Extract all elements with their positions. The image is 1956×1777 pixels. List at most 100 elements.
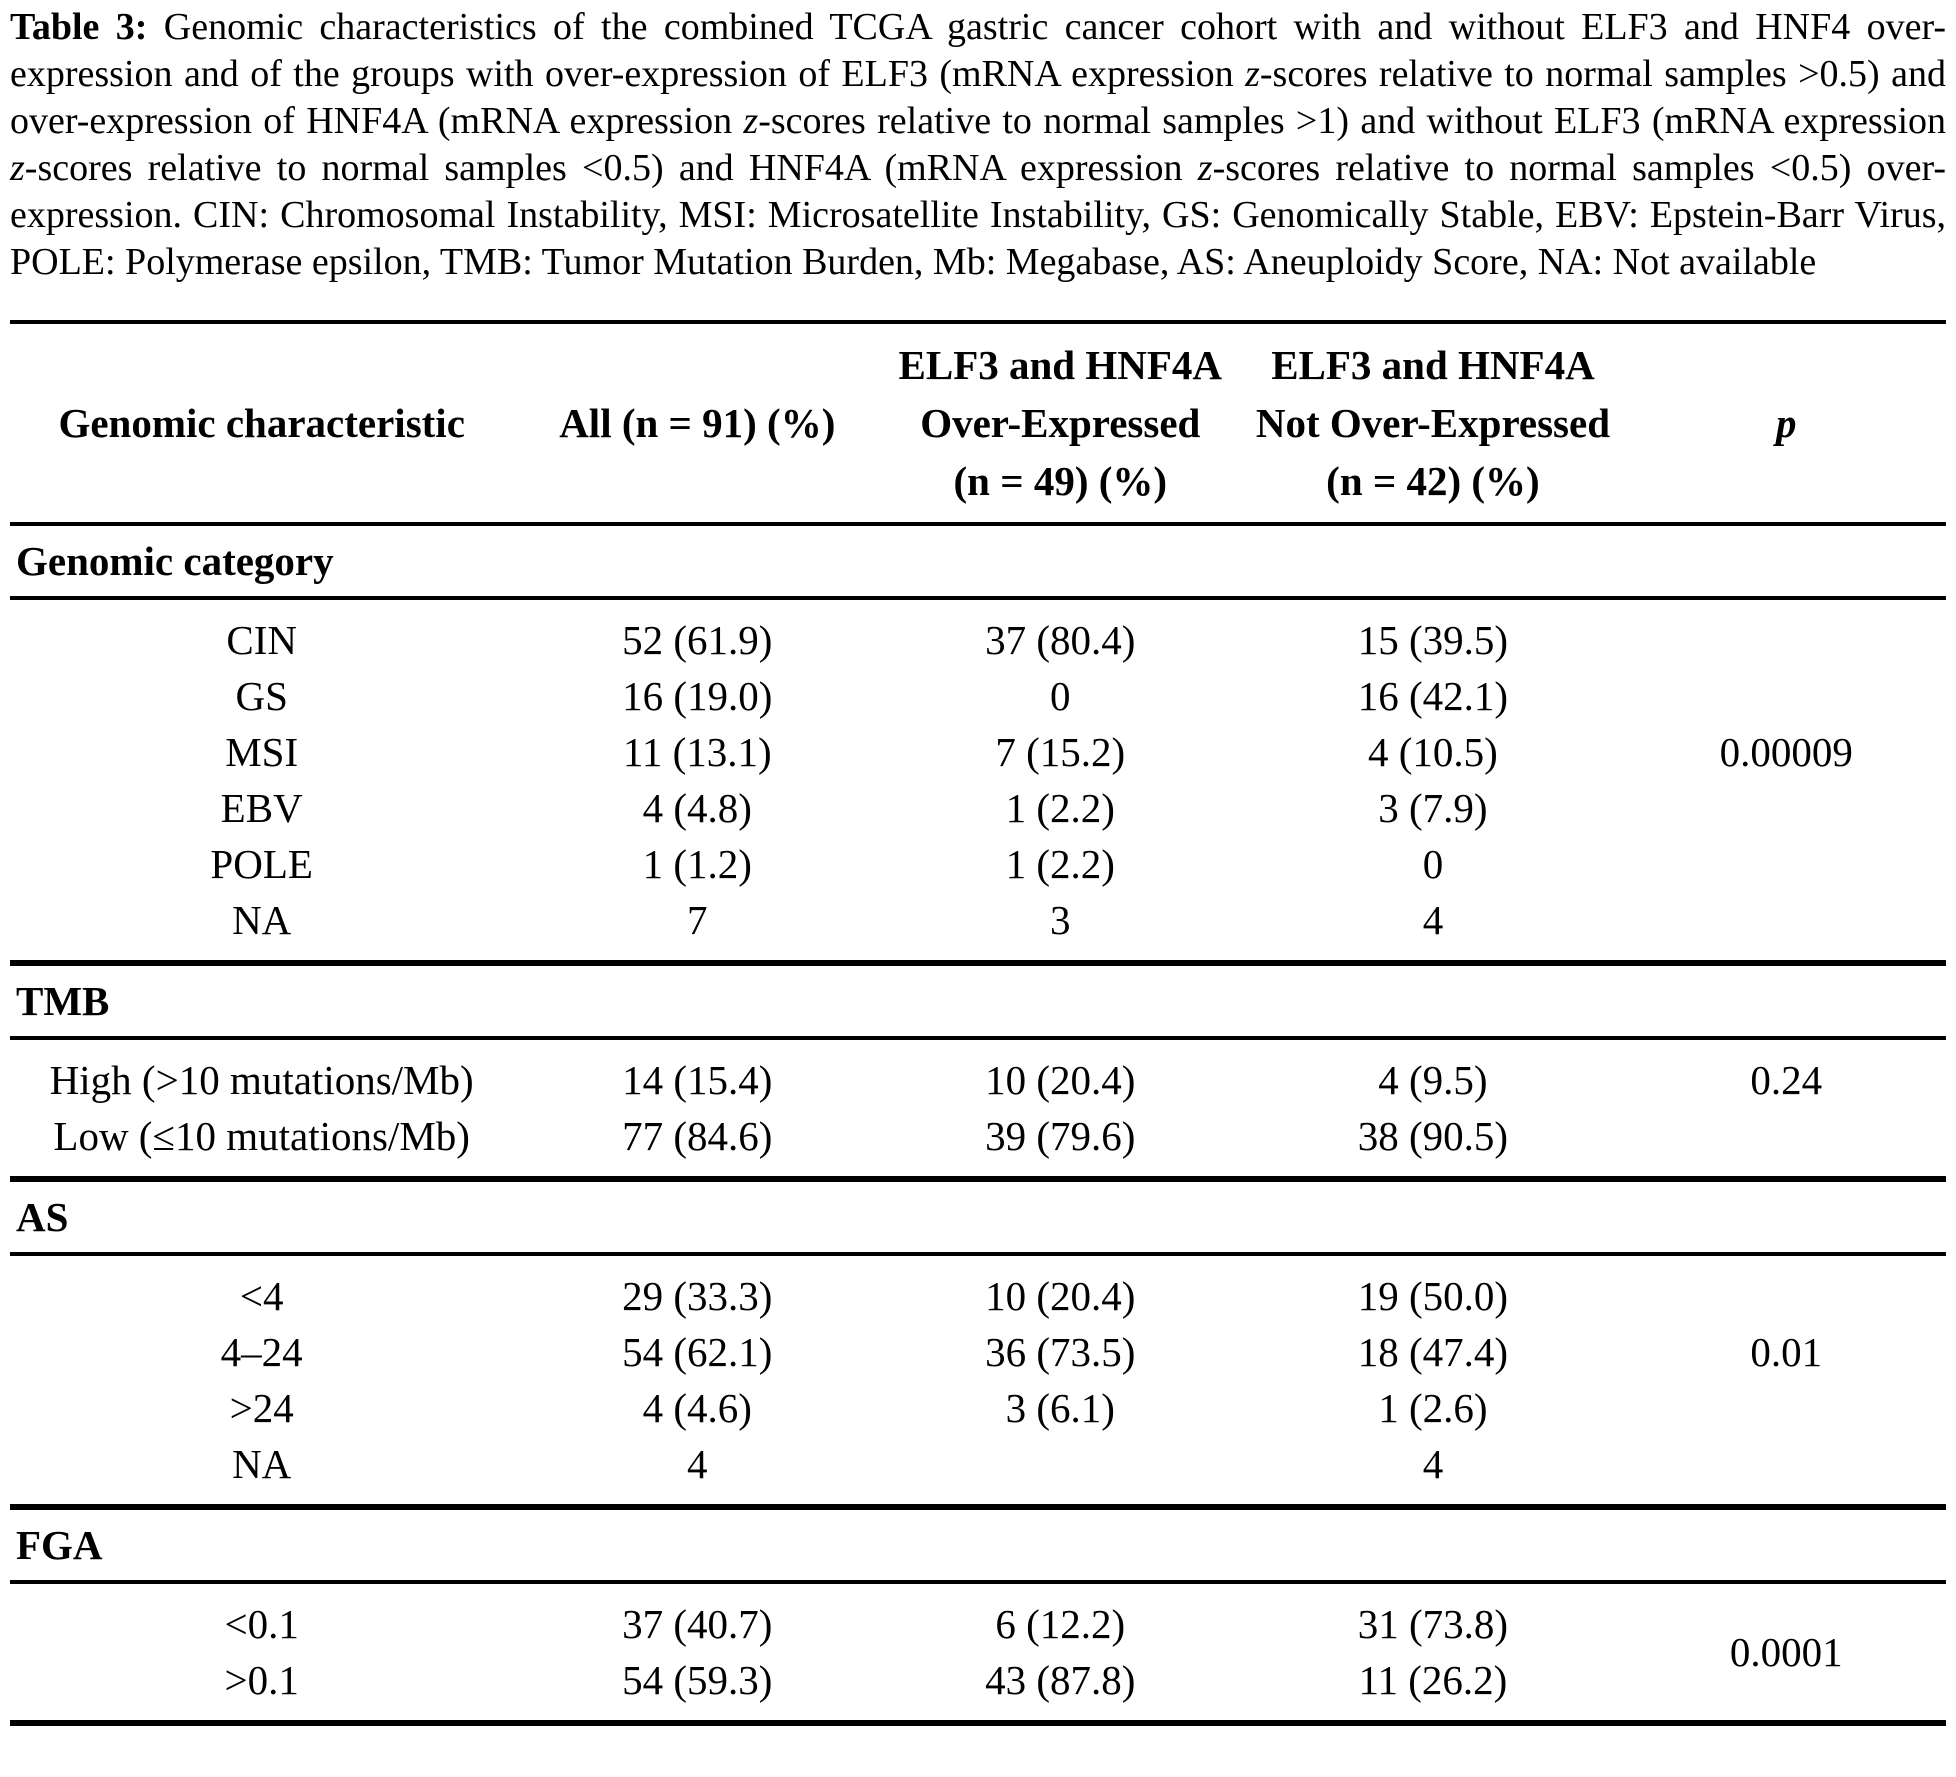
table-row: <0.1 37 (40.7) 6 (12.2) 31 (73.8) 0.0001 (10, 1582, 1946, 1675)
table-row: >24 4 (4.6) 3 (6.1) 1 (2.6) (10, 1380, 1946, 1436)
cell-label: NA (232, 1441, 292, 1487)
caption-text: -scores relative to normal samples >0.5)… (10, 53, 1946, 142)
cell-all: 14 (15.4) (622, 1057, 773, 1103)
section-genomic-category: Genomic category CIN 52 (61.9) 37 (80.4)… (10, 524, 1946, 963)
cell-label: High (>10 mutations/Mb) (49, 1057, 474, 1103)
cell-not-over: 4 (1422, 1441, 1444, 1487)
cell-label: MSI (225, 729, 299, 775)
cell-over: 3 (1050, 897, 1071, 943)
header-label-line3: (n = 42) (%) (1326, 458, 1540, 504)
table-row: High (>10 mutations/Mb) 14 (15.4) 10 (20… (10, 1038, 1946, 1108)
cell-p (1627, 1254, 1946, 1324)
cell-all: 4 (4.8) (642, 785, 752, 831)
cell-p (1627, 892, 1946, 963)
cell-p-spanning: 0.0001 (1729, 1629, 1843, 1675)
cell-over: 37 (80.4) (985, 617, 1136, 663)
cell-not-over: 4 (10.5) (1368, 729, 1498, 775)
caption-z-italic: z (1245, 53, 1260, 95)
header-label-line2: Over-Expressed (920, 400, 1201, 446)
cell-over: 0 (1050, 673, 1071, 719)
cell-all: 7 (687, 897, 708, 943)
section-title-row: AS (10, 1179, 1946, 1256)
section-title: TMB (10, 963, 1946, 1040)
cell-over: 36 (73.5) (985, 1329, 1136, 1375)
col-header-all: All (n = 91) (%) (513, 322, 881, 524)
header-label: Genomic characteristic (58, 400, 465, 446)
cell-all: 52 (61.9) (622, 617, 773, 663)
cell-p: 0.24 (1750, 1057, 1823, 1103)
table-caption: Table 3: Genomic characteristics of the … (10, 4, 1946, 286)
col-header-over-expressed: ELF3 and HNF4A Over-Expressed (n = 49) (… (881, 322, 1239, 524)
cell-all: 77 (84.6) (622, 1113, 773, 1159)
cell-not-over: 18 (47.4) (1357, 1329, 1509, 1375)
cell-over: 1 (2.2) (1005, 785, 1115, 831)
caption-z-italic: z (1197, 147, 1213, 189)
cell-p: 0.00009 (1719, 729, 1853, 775)
cell-over: 10 (20.4) (985, 1057, 1136, 1103)
genomic-characteristics-table: Genomic characteristic All (n = 91) (%) … (10, 320, 1946, 1726)
section-title-row: FGA (10, 1507, 1946, 1584)
cell-not-over: 1 (2.6) (1378, 1385, 1488, 1431)
cell-p (1627, 780, 1946, 836)
cell-not-over: 3 (7.9) (1378, 785, 1488, 831)
caption-label: Table 3: (10, 6, 148, 48)
section-fga: FGA <0.1 37 (40.7) 6 (12.2) 31 (73.8) 0.… (10, 1507, 1946, 1723)
cell-over: 43 (87.8) (985, 1657, 1136, 1703)
section-title: AS (10, 1179, 1946, 1256)
table-row: NA 4 4 (10, 1436, 1946, 1507)
cell-label: 4–24 (220, 1329, 303, 1375)
cell-not-over: 16 (42.1) (1357, 673, 1509, 719)
header-label-line1: ELF3 and HNF4A (898, 342, 1223, 388)
header-label-line3: (n = 49) (%) (953, 458, 1168, 504)
cell-label: EBV (220, 785, 303, 831)
col-header-not-over-expressed: ELF3 and HNF4A Not Over-Expressed (n = 4… (1239, 322, 1626, 524)
table-row: POLE 1 (1.2) 1 (2.2) 0 (10, 836, 1946, 892)
col-header-characteristic: Genomic characteristic (10, 322, 513, 524)
cell-p (1627, 1108, 1946, 1179)
cell-over: 39 (79.6) (985, 1113, 1136, 1159)
caption-z-italic: z (743, 100, 759, 142)
table-row: GS 16 (19.0) 0 16 (42.1) (10, 668, 1946, 724)
cell-not-over: 38 (90.5) (1357, 1113, 1509, 1159)
caption-z-italic: z (10, 147, 25, 189)
header-label-line1: ELF3 and HNF4A (1271, 342, 1595, 388)
section-title-row: Genomic category (10, 524, 1946, 600)
cell-all: 11 (13.1) (622, 729, 772, 775)
table-row: <4 29 (33.3) 10 (20.4) 19 (50.0) (10, 1254, 1946, 1324)
cell-label: Low (≤10 mutations/Mb) (53, 1113, 470, 1159)
cell-p (1627, 598, 1946, 668)
cell-all: 37 (40.7) (622, 1601, 773, 1647)
table-header: Genomic characteristic All (n = 91) (%) … (10, 322, 1946, 524)
cell-over: 3 (6.1) (1005, 1385, 1115, 1431)
section-title: Genomic category (10, 524, 1946, 600)
cell-p (1627, 668, 1946, 724)
cell-label: >0.1 (224, 1657, 299, 1703)
paper-page: Table 3: Genomic characteristics of the … (10, 4, 1946, 1726)
header-row: Genomic characteristic All (n = 91) (%) … (10, 322, 1946, 524)
cell-all: 1 (1.2) (642, 841, 752, 887)
table-row: MSI 11 (13.1) 7 (15.2) 4 (10.5) 0.00009 (10, 724, 1946, 780)
cell-label: >24 (229, 1385, 294, 1431)
cell-over (881, 1436, 1239, 1507)
caption-text: -scores relative to normal samples >1) a… (758, 100, 1946, 142)
table-row: CIN 52 (61.9) 37 (80.4) 15 (39.5) (10, 598, 1946, 668)
cell-all: 4 (4.6) (642, 1385, 752, 1431)
cell-label: NA (232, 897, 292, 943)
cell-p (1627, 836, 1946, 892)
cell-all: 54 (62.1) (622, 1329, 773, 1375)
table-row: EBV 4 (4.8) 1 (2.2) 3 (7.9) (10, 780, 1946, 836)
cell-not-over: 0 (1422, 841, 1444, 887)
table-row: 4–24 54 (62.1) 36 (73.5) 18 (47.4) 0.01 (10, 1324, 1946, 1380)
cell-all: 4 (687, 1441, 708, 1487)
cell-p (1627, 1380, 1946, 1436)
cell-label: GS (235, 673, 288, 719)
p-header-label: p (1776, 400, 1797, 446)
cell-not-over: 15 (39.5) (1357, 617, 1509, 663)
caption-text: -scores relative to normal samples <0.5)… (10, 147, 1946, 283)
section-title: FGA (10, 1507, 1946, 1584)
cell-label: POLE (210, 841, 313, 887)
caption-text: Genomic characteristics of the combined … (10, 6, 1946, 95)
cell-over: 7 (15.2) (995, 729, 1126, 775)
cell-over: 1 (2.2) (1005, 841, 1115, 887)
cell-all: 54 (59.3) (622, 1657, 773, 1703)
